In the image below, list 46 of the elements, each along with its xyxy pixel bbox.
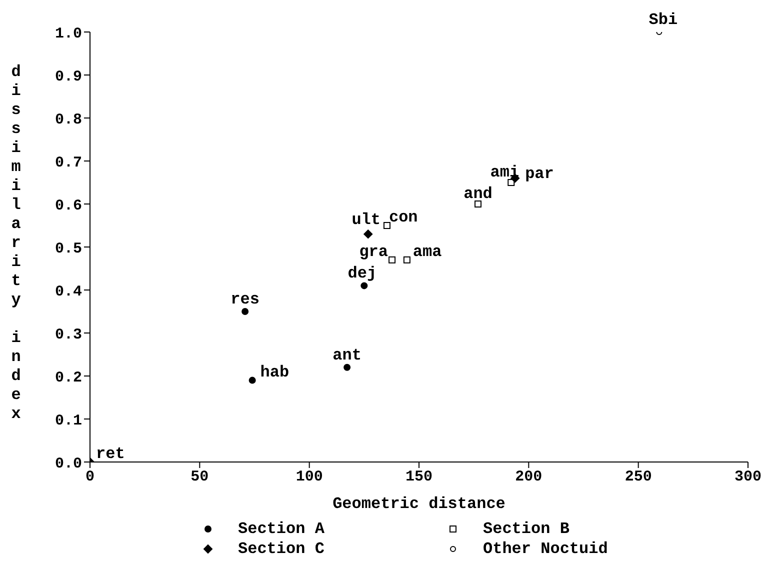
y-tick-label: 0.7 <box>54 154 82 172</box>
y-tick-label: 0.2 <box>54 369 82 386</box>
point <box>360 282 368 290</box>
legend-label: Section A <box>238 520 324 538</box>
y-tick-label: 0.0 <box>54 455 82 472</box>
x-tick-label: 150 <box>405 468 433 486</box>
annotation: Sbi <box>648 11 678 29</box>
annotation: res <box>230 290 260 308</box>
x-tick-label: 50 <box>190 468 209 486</box>
legend-label: Section B <box>483 520 570 538</box>
annotation: ant <box>332 346 362 364</box>
y-tick-label: 0.9 <box>54 68 82 86</box>
x-tick-label: 0 <box>85 468 95 486</box>
annotation: hab <box>260 363 290 382</box>
x-tick-label: 100 <box>296 468 323 486</box>
legend-label: Other Noctuid <box>483 540 608 558</box>
annotation: gra <box>359 242 388 261</box>
y-tick-label: 0.6 <box>54 197 82 214</box>
y-tick-label: 1.0 <box>54 25 82 42</box>
x-tick-label: 200 <box>515 468 542 486</box>
y-tick-label: 0.3 <box>54 326 82 344</box>
y-tick-label: 0.8 <box>54 111 82 128</box>
point <box>388 256 396 264</box>
annotation: dej <box>348 264 377 283</box>
y-tick-label: 0.5 <box>54 240 82 258</box>
y-tick-label: 0.1 <box>54 412 82 430</box>
point <box>364 230 373 239</box>
annotation: par <box>525 165 554 184</box>
x-tick-label: 250 <box>624 468 652 486</box>
annotation: ret <box>96 445 125 463</box>
annotation: ama <box>412 242 442 261</box>
point <box>248 376 256 384</box>
x-tick-label: 300 <box>734 468 762 486</box>
text: dissimilarity index <box>11 63 21 423</box>
x-axis-title: Geometric distance <box>332 495 506 513</box>
annotation: con <box>388 208 418 226</box>
y-tick-label: 0.4 <box>54 283 82 300</box>
annotation: ult <box>352 211 381 230</box>
point <box>403 256 410 264</box>
point <box>508 179 515 186</box>
point <box>242 308 249 315</box>
point <box>344 364 351 371</box>
annotation: and <box>464 185 492 203</box>
legend-label: Section C <box>238 540 324 558</box>
point <box>474 200 482 208</box>
point <box>383 222 390 229</box>
